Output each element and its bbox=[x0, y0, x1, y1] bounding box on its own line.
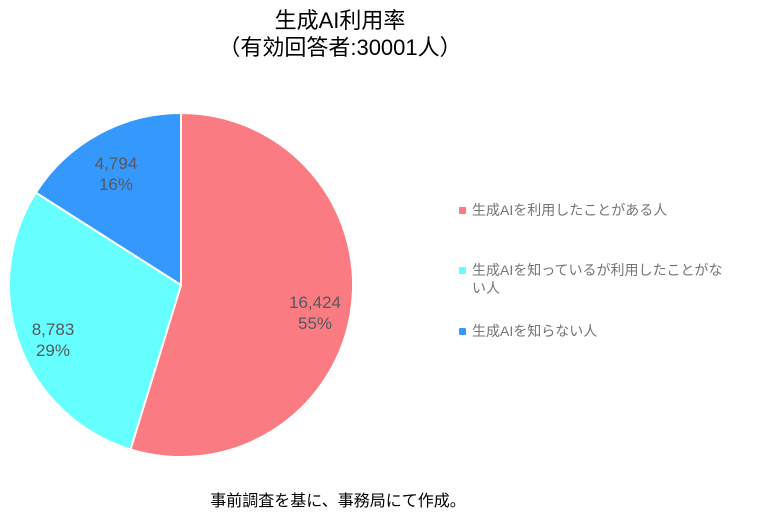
legend-item-does-not-know: 生成AIを知らない人 bbox=[459, 322, 735, 340]
legend-label: 生成AIを知っているが利用したことがない人 bbox=[472, 262, 723, 296]
pie-slice-0[interactable] bbox=[129, 112, 355, 458]
slice-value: 8,783 bbox=[31, 320, 75, 339]
chart-title-line2: （有効回答者:30001人） bbox=[218, 35, 462, 60]
pie-slice-1[interactable] bbox=[7, 191, 182, 451]
chart-footer-note: 事前調査を基に、事務局にて作成。 bbox=[210, 493, 466, 510]
pie-slice-2[interactable] bbox=[34, 112, 182, 286]
legend-item-used-ai: 生成AIを利用したことがある人 bbox=[459, 201, 735, 219]
slice-percent: 55% bbox=[297, 314, 333, 333]
legend-label: 生成AIを利用したことがある人 bbox=[472, 202, 668, 218]
slice-percent: 16% bbox=[98, 175, 134, 194]
slice-label-2: 4,794 16% bbox=[95, 153, 138, 195]
slice-label-0: 16,424 55% bbox=[289, 292, 341, 334]
slice-value: 4,794 bbox=[94, 154, 138, 173]
legend-label: 生成AIを知らない人 bbox=[472, 323, 598, 339]
slice-value: 16,424 bbox=[289, 293, 341, 312]
chart-title-line1: 生成AI利用率 bbox=[274, 8, 406, 33]
pie-chart bbox=[7, 112, 355, 458]
legend: 生成AIを利用したことがある人 生成AIを知っているが利用したことがない人 生成… bbox=[459, 201, 735, 340]
slice-label-1: 8,783 29% bbox=[32, 319, 75, 361]
chart-title: 生成AI利用率 （有効回答者:30001人） bbox=[0, 7, 680, 61]
legend-swatch-icon bbox=[459, 267, 466, 274]
legend-swatch-icon bbox=[459, 207, 466, 214]
legend-item-knows-not-used: 生成AIを知っているが利用したことがない人 bbox=[459, 261, 735, 297]
legend-swatch-icon bbox=[459, 328, 466, 335]
slice-percent: 29% bbox=[35, 341, 71, 360]
